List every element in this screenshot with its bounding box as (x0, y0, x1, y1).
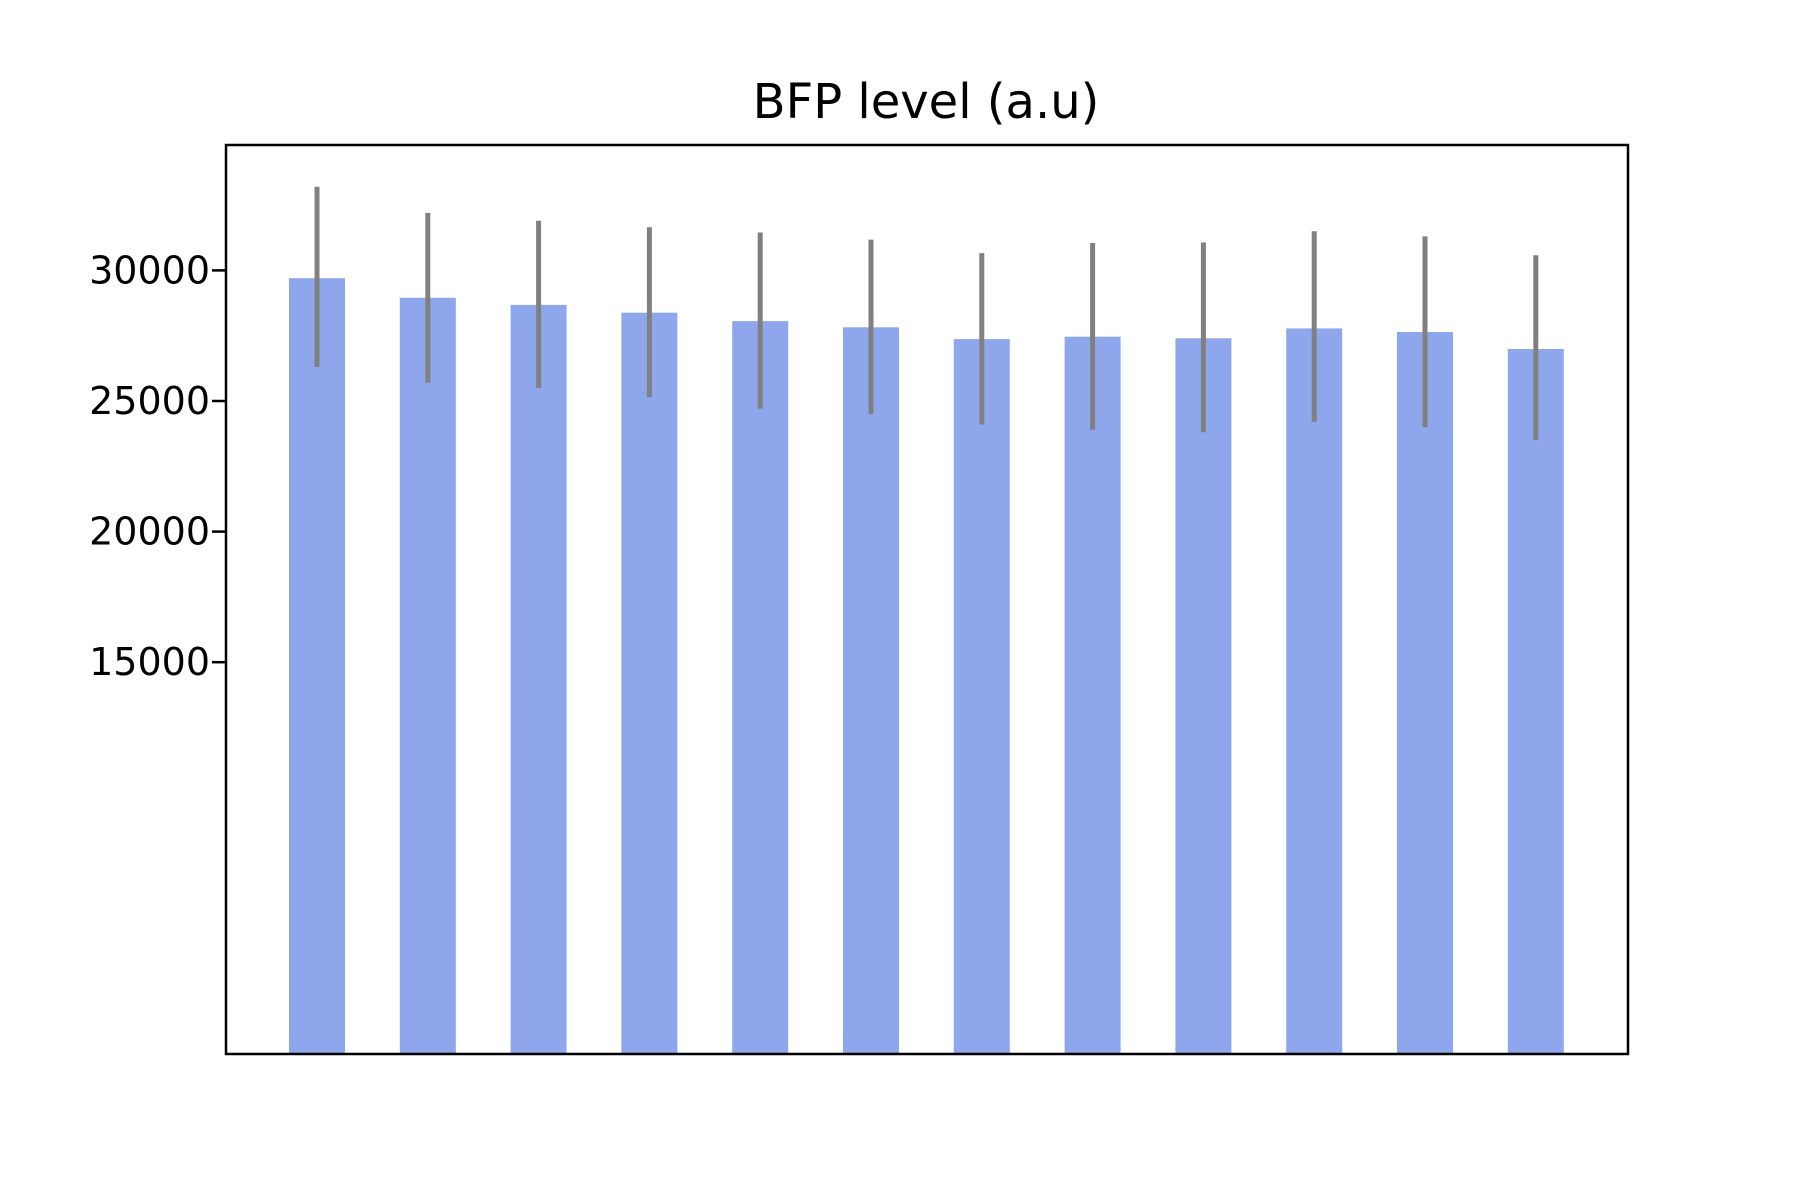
bar-5 (732, 321, 789, 1055)
bar-8 (1064, 336, 1121, 1054)
bar-7 (953, 339, 1010, 1055)
bar-1 (289, 278, 345, 1054)
bars-layer (289, 278, 1564, 1055)
y-tick-label-30000: 30000 (89, 248, 210, 292)
bar-10 (1286, 328, 1343, 1054)
plot-frame (224, 143, 1630, 1056)
bar-11 (1397, 332, 1453, 1054)
bar-9 (1175, 338, 1232, 1054)
bar-12 (1507, 349, 1564, 1054)
chart-title: BFP level (a.u) (753, 74, 1100, 130)
y-axis: 15000 20000 25000 30000 (89, 248, 226, 684)
y-tick-label-25000: 25000 (89, 379, 210, 423)
y-tick-label-20000: 20000 (89, 510, 210, 554)
bar-4 (621, 312, 678, 1054)
error-bars-layer (314, 186, 1539, 441)
bar-3 (510, 304, 567, 1054)
bar-6 (843, 327, 899, 1054)
y-tick-label-15000: 15000 (89, 640, 210, 684)
bar-2 (399, 297, 456, 1054)
